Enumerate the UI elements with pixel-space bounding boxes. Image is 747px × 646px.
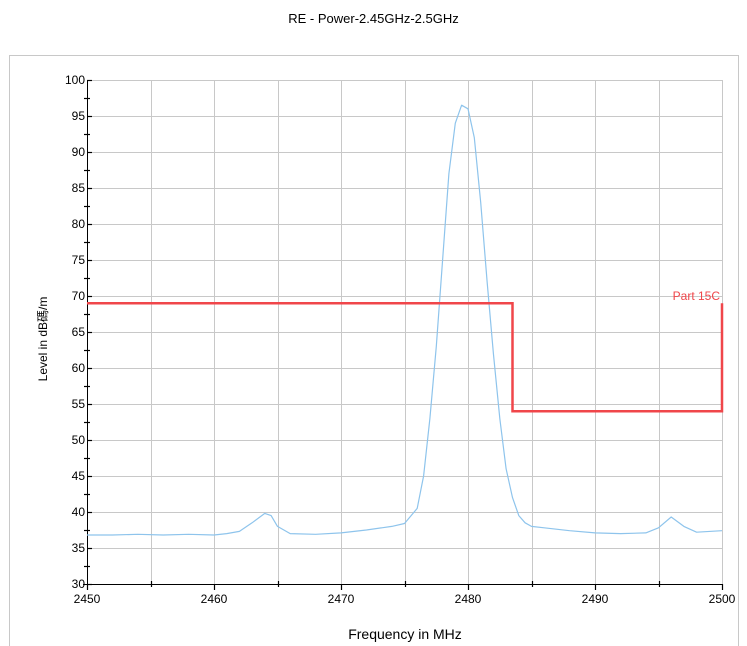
x-tick-label: 2450 — [74, 592, 101, 606]
y-tick-label: 70 — [72, 289, 86, 303]
ticks — [84, 79, 724, 590]
y-tick-label: 30 — [72, 577, 86, 591]
series-group — [87, 104, 724, 536]
x-tick-label: 2490 — [582, 592, 609, 606]
limit-line-label: Part 15C — [673, 289, 721, 303]
x-tick-label: 2500 — [709, 592, 736, 606]
x-tick-label: 2480 — [455, 592, 482, 606]
y-tick-label: 45 — [72, 469, 86, 483]
y-tick-label: 40 — [72, 505, 86, 519]
y-tick-label: 55 — [72, 397, 86, 411]
y-axis-title: Level in dB碼/m — [36, 297, 50, 382]
y-tick-label: 65 — [72, 325, 86, 339]
chart-title: RE - Power-2.45GHz-2.5GHz — [288, 11, 459, 26]
y-tick-label: 95 — [72, 109, 86, 123]
axes — [83, 80, 722, 590]
y-tick-label: 50 — [72, 433, 86, 447]
y-tick-label: 100 — [65, 73, 85, 87]
label-group: 30 35 40 45 50 55 60 65 70 75 80 85 90 95 100 2450 2460 2… — [65, 73, 736, 606]
y-tick-label: 60 — [72, 361, 86, 375]
chart-frame — [9, 55, 739, 646]
limit-line-part15c — [87, 301, 724, 413]
x-tick-label: 2460 — [201, 592, 228, 606]
y-tick-label: 85 — [72, 181, 86, 195]
y-tick-label: 35 — [72, 541, 86, 555]
measurement-trace — [87, 104, 723, 536]
y-tick-label: 90 — [72, 145, 86, 159]
y-tick-label: 80 — [72, 217, 86, 231]
y-tick-label: 75 — [72, 253, 86, 267]
x-tick-label: 2470 — [328, 592, 355, 606]
x-axis-title: Frequency in MHz — [348, 626, 462, 642]
